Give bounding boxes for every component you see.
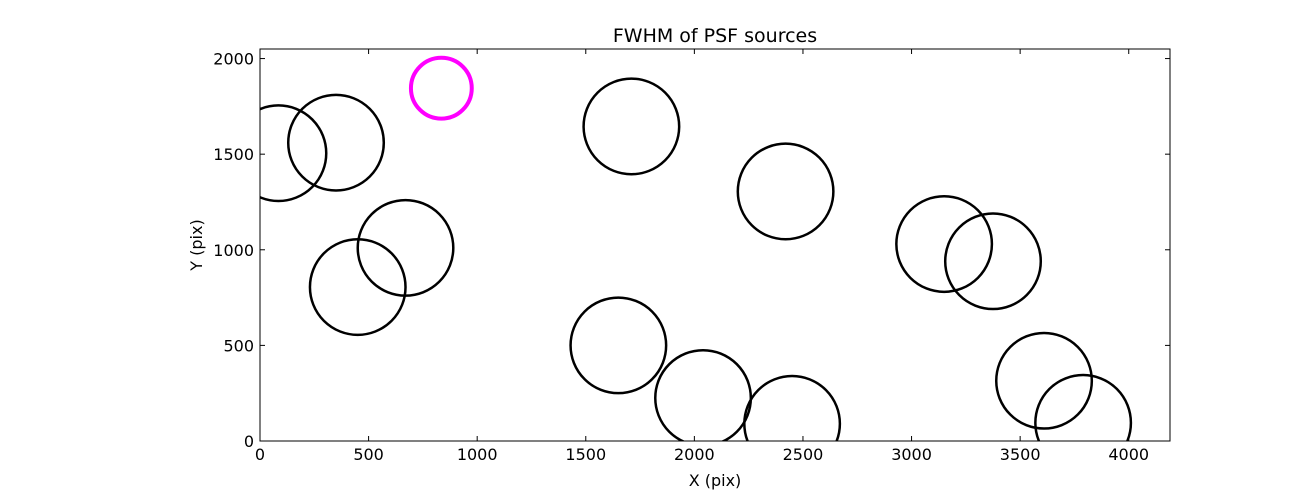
x-tick-label: 1000 — [457, 445, 498, 464]
psf-source-circle-8 — [654, 348, 753, 441]
psf-source-circle-1 — [260, 104, 328, 203]
psf-source-circle-11 — [895, 195, 994, 294]
psf-source-circle-14 — [1034, 373, 1133, 441]
plot-frame — [259, 48, 1171, 442]
x-axis-label: X (pix) — [689, 471, 742, 490]
psf-source-circle-5 — [308, 238, 407, 337]
x-tick-label: 3000 — [891, 445, 932, 464]
y-tick-label: 0 — [244, 432, 254, 451]
y-axis-ticks: 0 500 1000 1500 2000 — [213, 50, 1170, 451]
y-tick-label: 1500 — [213, 145, 254, 164]
y-axis-label: Y (pix) — [187, 219, 206, 271]
psf-source-circle-12 — [943, 212, 1043, 311]
psf-source-circle-6 — [582, 77, 681, 176]
x-tick-label: 2000 — [674, 445, 715, 464]
x-axis-ticks: 0 500 1000 1500 2000 2500 3000 3500 4000 — [255, 49, 1149, 464]
x-tick-label: 1500 — [565, 445, 606, 464]
psf-source-circle-7 — [569, 296, 668, 395]
psf-source-circle-13 — [995, 331, 1094, 430]
chart-title: FWHM of PSF sources — [613, 25, 817, 47]
psf-source-circle-3 — [408, 55, 474, 121]
psf-source-circle-10 — [736, 142, 835, 241]
data-marks — [260, 55, 1133, 441]
x-tick-label: 500 — [353, 445, 384, 464]
y-tick-label: 2000 — [213, 50, 254, 69]
x-tick-label: 3500 — [1000, 445, 1041, 464]
y-tick-label: 1000 — [213, 241, 254, 260]
x-tick-label: 4000 — [1108, 445, 1149, 464]
x-tick-label: 0 — [255, 445, 265, 464]
psf-source-circle-9 — [743, 374, 842, 441]
y-tick-label: 500 — [223, 336, 254, 355]
psf-source-circle-2 — [286, 93, 386, 192]
x-tick-label: 2500 — [783, 445, 824, 464]
